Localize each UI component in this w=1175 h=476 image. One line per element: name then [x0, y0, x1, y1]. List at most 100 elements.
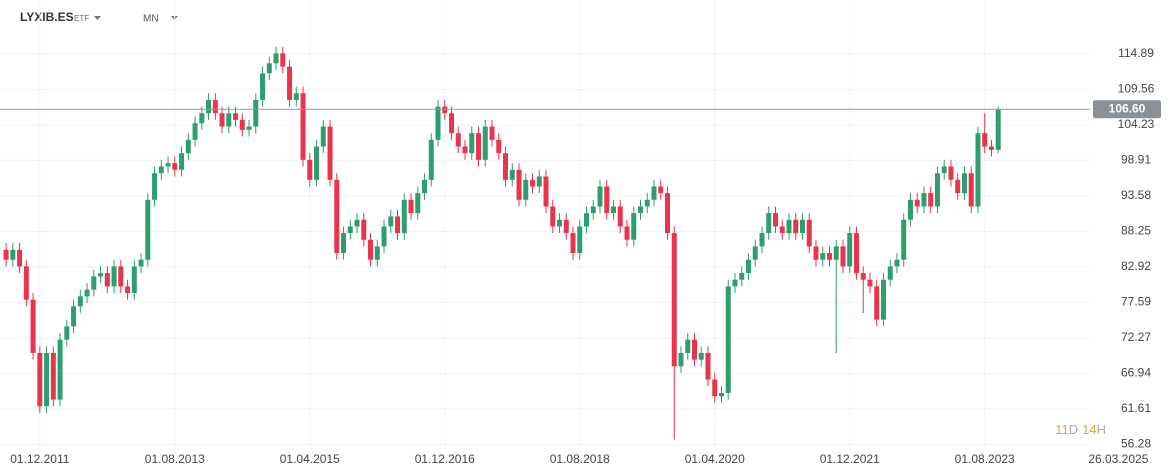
- candle-body: [523, 179, 529, 200]
- y-tick-label: 82.92: [1121, 259, 1151, 273]
- candle-body: [17, 249, 23, 267]
- symbol[interactable]: LYXIB.ES: [20, 10, 74, 24]
- candle-body: [503, 153, 509, 180]
- candle-body: [415, 193, 421, 214]
- candle-body: [664, 193, 670, 234]
- countdown-hours: 14: [1082, 422, 1096, 437]
- candle-body: [975, 133, 981, 207]
- candle-body: [30, 299, 36, 353]
- candle-body: [388, 216, 394, 227]
- candle-body: [239, 119, 245, 130]
- candle-body: [145, 199, 151, 260]
- candle-body: [395, 216, 401, 234]
- candle-body: [246, 126, 252, 130]
- candle-body: [226, 113, 232, 127]
- symbol-dropdown[interactable]: [94, 16, 101, 20]
- y-tick-label: 56.28: [1121, 437, 1151, 451]
- candle-body: [131, 266, 137, 294]
- candle-body: [638, 206, 644, 214]
- candle-body: [813, 246, 819, 260]
- candle-body: [64, 326, 70, 340]
- candle-body: [611, 206, 617, 214]
- candle-body: [435, 106, 441, 140]
- candle-body: [98, 273, 104, 277]
- candle-body: [172, 163, 178, 170]
- candle-body: [968, 173, 974, 207]
- candle-body: [50, 352, 56, 400]
- candle-body: [354, 219, 360, 227]
- candle-body: [125, 286, 131, 294]
- candle-body: [165, 163, 171, 167]
- candle-body: [901, 219, 907, 260]
- interval[interactable]: MN: [143, 14, 159, 25]
- candle-body: [934, 173, 940, 207]
- candle-body: [334, 179, 340, 254]
- axes: 56.28 61.61 66.94 72.27 77.59 82.92 88.25 93.58…: [0, 46, 1161, 466]
- y-tick-label: 88.25: [1121, 224, 1151, 238]
- candle-body: [233, 113, 239, 120]
- candle-body: [44, 352, 50, 407]
- candle-body: [590, 206, 596, 214]
- candle-body: [530, 179, 536, 187]
- candle-body: [712, 379, 718, 397]
- x-tick-label: 01.08.2023: [955, 452, 1015, 466]
- candle-body: [138, 259, 144, 267]
- candle-body: [23, 266, 29, 300]
- candle-body: [563, 219, 569, 234]
- candle-body: [691, 339, 697, 360]
- candle-body: [266, 63, 272, 74]
- candle-body: [152, 173, 158, 200]
- candle-body: [941, 166, 947, 174]
- candle-body: [300, 93, 306, 160]
- candle-body: [374, 246, 380, 260]
- candle-body: [381, 226, 387, 247]
- x-tick-label: 01.12.2021: [820, 452, 880, 466]
- candle-body: [995, 109, 1001, 150]
- y-tick-label: 98.91: [1121, 153, 1151, 167]
- candle-body: [853, 233, 859, 274]
- candle-body: [509, 169, 515, 180]
- candle-body: [651, 186, 657, 200]
- candle-body: [37, 352, 43, 407]
- candle-body: [314, 146, 320, 180]
- candle-body: [779, 226, 785, 234]
- candle-body: [988, 146, 994, 150]
- x-tick-label: 26.03.2025: [1088, 452, 1148, 466]
- candle-body: [557, 219, 563, 227]
- candle-body: [320, 126, 326, 147]
- candle-body: [570, 233, 576, 254]
- candle-body: [192, 123, 198, 140]
- countdown-day-unit: D: [1069, 422, 1078, 437]
- candle-body: [428, 139, 434, 180]
- candle-body: [948, 166, 954, 180]
- x-tick-label: 01.08.2013: [145, 452, 205, 466]
- candle-body: [158, 166, 164, 174]
- candle-body: [455, 133, 461, 147]
- candle-body: [91, 276, 97, 290]
- candle-body: [820, 253, 826, 260]
- candle-body: [732, 279, 738, 287]
- candle-body: [624, 226, 630, 240]
- candles: [3, 46, 1001, 440]
- candle-body: [584, 213, 590, 227]
- candle-body: [793, 219, 799, 234]
- candle-body: [880, 279, 886, 320]
- candle-body: [955, 179, 961, 194]
- candle-body: [617, 206, 623, 227]
- y-tick-label: 109.56: [1118, 82, 1155, 96]
- candle-body: [260, 73, 266, 100]
- candle-body: [786, 219, 792, 234]
- candle-body: [671, 233, 677, 367]
- candle-body: [597, 186, 603, 207]
- candle-body: [206, 99, 212, 114]
- candle-body: [347, 226, 353, 234]
- candle-body: [921, 193, 927, 207]
- candle-body: [982, 133, 988, 147]
- candle-body: [280, 53, 286, 67]
- candle-body: [826, 253, 832, 260]
- candle-body: [185, 139, 191, 154]
- candle-body: [253, 99, 259, 127]
- last-price-box: [1093, 100, 1161, 119]
- candle-body: [179, 153, 185, 170]
- candle-body: [199, 113, 205, 124]
